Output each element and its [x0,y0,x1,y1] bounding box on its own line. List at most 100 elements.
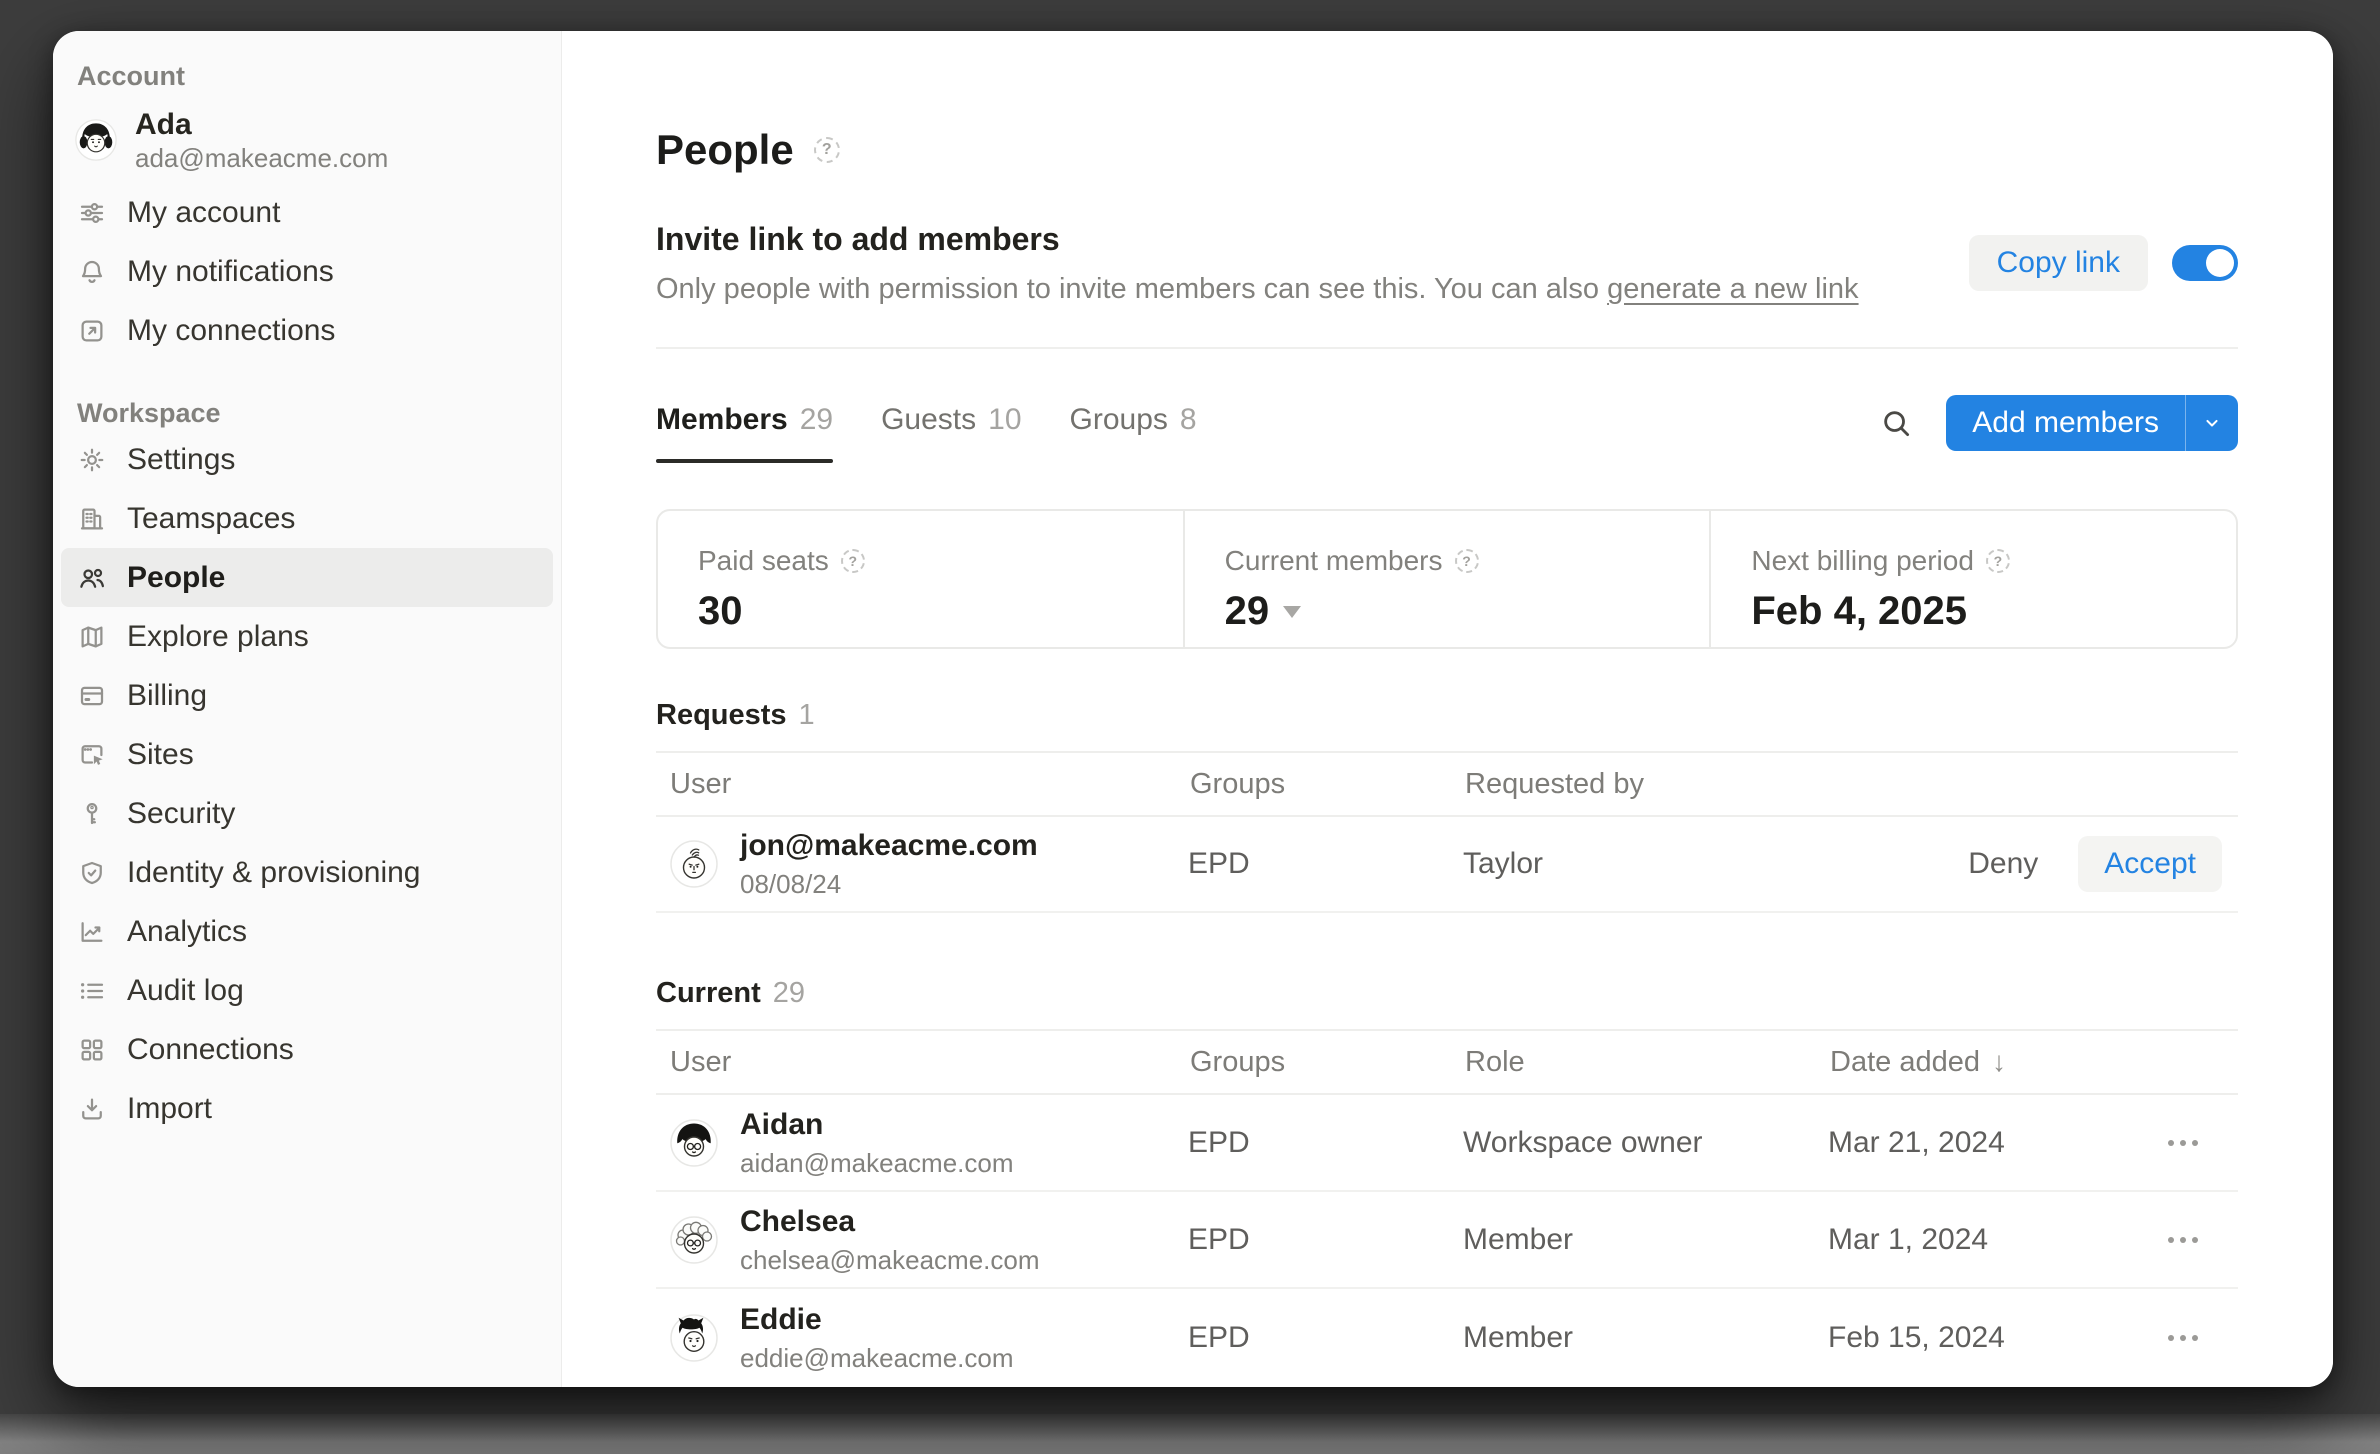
member-email: aidan@makeacme.com [740,1147,1014,1178]
stat-current-members: Current members? 29 [1182,511,1710,647]
member-email: chelsea@makeacme.com [740,1244,1040,1275]
accept-button[interactable]: Accept [2078,836,2222,892]
map-icon [77,622,107,652]
row-menu-button[interactable] [2168,1334,2238,1341]
member-groups: EPD [1188,1125,1250,1159]
invite-link-toggle[interactable] [2172,245,2238,281]
member-role: Workspace owner [1463,1125,1703,1159]
sidebar-item-teamspaces[interactable]: Teamspaces [61,489,553,548]
paid-seats-value: 30 [698,589,743,633]
sidebar-item-security[interactable]: Security [61,784,553,843]
user-email: ada@makeacme.com [135,143,389,173]
settings-window: Account Ada ada@makeacme.com My account … [53,31,2333,1387]
sidebar-item-import[interactable]: Import [61,1079,553,1138]
column-groups: Groups [1190,767,1286,800]
section-divider [656,347,2238,349]
desktop-background-strip [0,1414,2380,1454]
member-date-added: Feb 15, 2024 [1828,1320,2005,1354]
member-groups: EPD [1188,1320,1250,1354]
help-icon[interactable]: ? [813,137,840,163]
member-name: Chelsea [740,1204,856,1238]
tab-members[interactable]: Members 29 [656,389,834,463]
sidebar-item-my-account[interactable]: My account [61,183,553,242]
avatar [670,1313,718,1362]
invite-link-section: Invite link to add members Only people w… [656,219,2238,307]
request-date: 08/08/24 [740,869,842,899]
add-members-dropdown[interactable] [2186,413,2238,433]
tab-groups[interactable]: Groups 8 [1069,403,1197,436]
settings-sidebar: Account Ada ada@makeacme.com My account … [53,31,562,1387]
member-email: eddie@makeacme.com [740,1342,1014,1373]
arrow-up-right-box-icon [77,316,107,346]
member-row: Eddie eddie@makeacme.com EPD Member Feb … [656,1289,2238,1386]
row-menu-button[interactable] [2168,1236,2238,1243]
building-icon [77,504,107,534]
column-role: Role [1465,1045,1525,1078]
copy-link-button[interactable]: Copy link [1968,235,2148,291]
deny-button[interactable]: Deny [1968,847,2039,880]
requests-count: 1 [798,699,815,731]
gear-icon [77,445,107,475]
column-groups: Groups [1190,1045,1286,1078]
member-row: Aidan aidan@makeacme.com EPD Workspace o… [656,1095,2238,1192]
requests-section-label: Requests 1 [656,699,815,731]
invite-section-description: Only people with permission to invite me… [656,271,1859,307]
avatar [670,840,718,888]
credit-card-icon [77,681,107,711]
help-icon[interactable]: ? [1985,549,2010,573]
dropdown-caret-icon[interactable] [1283,605,1302,618]
stat-paid-seats: Paid seats? 30 [658,511,1183,647]
member-groups: EPD [1188,1222,1250,1256]
sidebar-item-analytics[interactable]: Analytics [61,902,553,961]
sidebar-item-sites[interactable]: Sites [61,725,553,784]
sidebar-item-connections[interactable]: Connections [61,1020,553,1079]
request-requested-by: Taylor [1463,847,1544,880]
member-date-added: Mar 21, 2024 [1828,1125,2005,1159]
account-user[interactable]: Ada ada@makeacme.com [53,93,561,183]
current-count: 29 [772,977,805,1009]
tab-guests-count: 10 [988,403,1022,436]
row-menu-button[interactable] [2168,1139,2238,1146]
chevron-down-icon [2206,419,2218,427]
next-billing-value: Feb 4, 2025 [1751,589,1968,633]
help-icon[interactable]: ? [840,549,865,573]
stat-next-billing: Next billing period? Feb 4, 2025 [1709,511,2236,647]
help-icon[interactable]: ? [1454,549,1479,573]
sidebar-item-my-notifications[interactable]: My notifications [61,242,553,301]
current-members-value: 29 [1224,589,1270,633]
avatar [670,1215,718,1264]
request-groups: EPD [1188,847,1250,880]
grid-icon [77,1035,107,1065]
sort-desc-icon[interactable]: ↓ [1991,1046,2006,1077]
plan-stats-card: Paid seats? 30 Current members? 29 Next … [656,509,2238,649]
column-date-added[interactable]: Date added ↓ [1830,1045,2006,1078]
sidebar-item-explore-plans[interactable]: Explore plans [61,607,553,666]
workspace-section-label: Workspace [77,398,221,428]
sidebar-item-my-connections[interactable]: My connections [61,301,553,360]
sidebar-item-audit-log[interactable]: Audit log [61,961,553,1020]
invite-section-title: Invite link to add members [656,221,1060,257]
line-chart-icon [77,917,107,947]
search-button[interactable] [1874,401,1918,445]
column-user: User [670,1045,732,1078]
tab-guests[interactable]: Guests 10 [881,403,1022,436]
sidebar-item-identity-provisioning[interactable]: Identity & provisioning [61,843,553,902]
people-tabs: Members 29 Guests 10 Groups 8 Add member… [656,389,2238,463]
list-icon [77,976,107,1006]
people-settings-page: People ? Invite link to add members Only… [562,31,2333,1387]
sidebar-item-settings[interactable]: Settings [61,430,553,489]
request-user-email: jon@makeacme.com [740,829,1038,862]
shield-check-icon [77,858,107,888]
sidebar-item-people[interactable]: People [61,548,553,607]
import-icon [77,1094,107,1124]
stat-label: Paid seats [698,545,829,576]
page-title: People [656,126,794,173]
current-members-table: User Groups Role Date added ↓ Aidan aidan… [656,1029,2238,1386]
people-icon [77,563,107,593]
browser-cursor-icon [77,740,107,770]
sidebar-item-billing[interactable]: Billing [61,666,553,725]
generate-new-link[interactable]: generate a new link [1607,273,1859,305]
add-members-button[interactable]: Add members [1946,395,2238,451]
current-section-label: Current 29 [656,977,805,1009]
search-icon [1884,411,1910,437]
